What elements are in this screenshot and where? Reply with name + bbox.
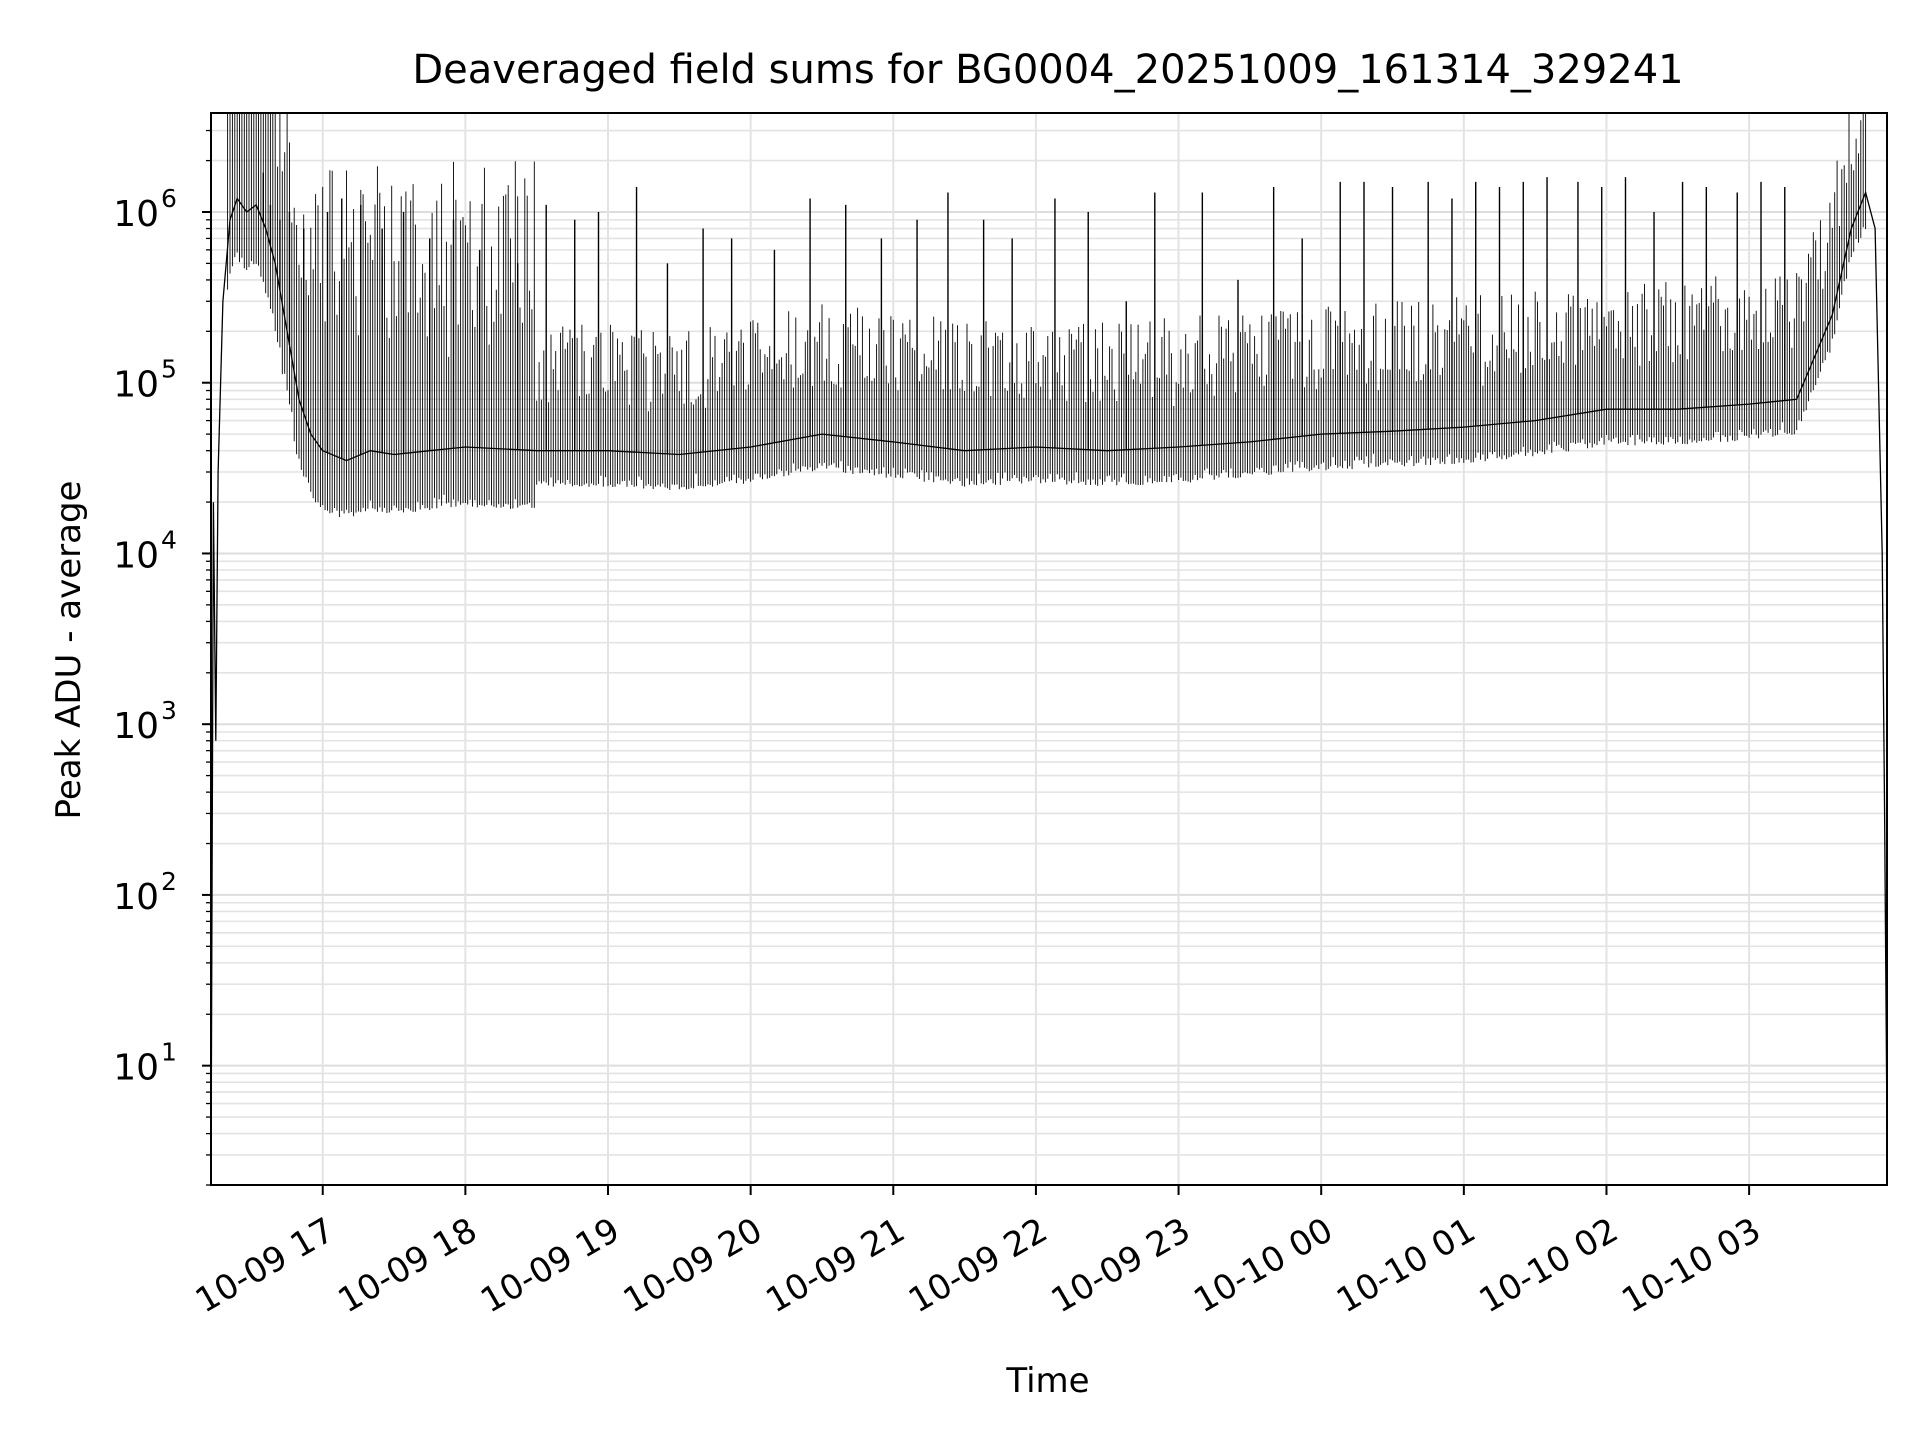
chart-title: Deaveraged field sums for BG0004_2025100… bbox=[412, 47, 1683, 93]
y-tick-label: 10 bbox=[113, 877, 159, 918]
y-tick-label: 10 bbox=[113, 706, 159, 747]
noise-band bbox=[227, 113, 1867, 517]
series-line bbox=[210, 190, 1888, 1186]
y-tick-label-exponent: 1 bbox=[161, 1038, 177, 1067]
axes-frame bbox=[210, 112, 1888, 1186]
x-axis-label: Time bbox=[1005, 1361, 1089, 1401]
y-tick-label-exponent: 5 bbox=[161, 355, 177, 384]
y-tick-label-exponent: 3 bbox=[161, 696, 177, 725]
plot-series-group bbox=[210, 113, 1888, 1186]
y-tick-label: 10 bbox=[113, 535, 159, 576]
y-tick-label-exponent: 4 bbox=[161, 525, 177, 554]
y-tick-label: 10 bbox=[113, 194, 159, 235]
y-tick-label: 10 bbox=[113, 1048, 159, 1089]
y-tick-label-exponent: 6 bbox=[161, 184, 177, 213]
y-axis-label: Peak ADU - average bbox=[49, 481, 89, 820]
y-tick-label-exponent: 2 bbox=[161, 867, 177, 896]
y-tick-label: 10 bbox=[113, 365, 159, 406]
spike-lines bbox=[262, 172, 1786, 459]
